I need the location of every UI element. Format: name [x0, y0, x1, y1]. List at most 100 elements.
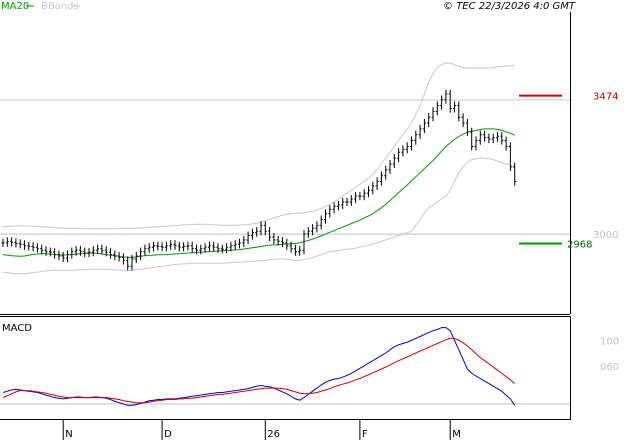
price-bar: [281, 237, 284, 247]
price-bar: [431, 107, 435, 122]
price-bar: [207, 241, 211, 252]
price-bar: [96, 244, 100, 255]
price-bar: [87, 248, 91, 258]
support-label: 2968: [567, 239, 592, 250]
price-bar: [160, 242, 164, 252]
price-bar: [130, 254, 134, 271]
x-tick-label: 26: [267, 429, 280, 440]
price-bar: [496, 132, 499, 142]
price-bar: [448, 89, 452, 113]
price-bar: [53, 248, 57, 259]
x-axis-ticks: N D 26 F M: [62, 420, 461, 440]
price-bar: [152, 241, 155, 252]
price-bar: [345, 197, 349, 207]
price-bar: [177, 241, 181, 252]
price-bar: [418, 124, 422, 139]
macd-line: [2, 327, 516, 406]
price-bar: [513, 162, 517, 186]
price-bar: [212, 241, 216, 252]
price-bar: [169, 240, 173, 250]
price-bar: [427, 113, 431, 128]
copyright-text: © TEC 22/3/2026 4:0 GMT: [443, 1, 576, 12]
price-bar: [276, 235, 280, 246]
price-bar: [66, 250, 69, 263]
x-tick-label: N: [65, 429, 72, 440]
price-bar: [358, 192, 362, 201]
price-bars: [1, 89, 517, 271]
price-bar: [14, 238, 18, 248]
price-bar: [220, 244, 224, 254]
price-bar: [100, 244, 104, 255]
price-bar: [414, 130, 418, 145]
price-bar: [233, 240, 237, 250]
price-panel-frame: [0, 12, 571, 315]
price-bar: [410, 136, 413, 151]
ma20-legend: MA20: [1, 1, 29, 12]
price-bar: [109, 248, 112, 259]
price-bar: [384, 165, 388, 180]
price-bar: [225, 243, 229, 254]
price-bar: [263, 221, 267, 236]
macd-panel-frame: [0, 316, 571, 420]
price-y-tick-label: 3000: [593, 230, 618, 241]
macd-y-tick-label: 060: [600, 362, 619, 373]
macd-panel-title: MACD: [2, 323, 32, 334]
price-bar: [319, 215, 323, 230]
support-resistance-levels: 3474 2968: [519, 92, 618, 250]
price-bar: [74, 246, 78, 256]
price-bar: [349, 194, 353, 207]
macd-lines: [2, 327, 516, 406]
price-bar: [341, 197, 345, 209]
price-bar: [315, 221, 319, 233]
price-bar: [487, 133, 491, 144]
y-tick-labels: 3000 100 060: [593, 230, 619, 373]
price-bar: [23, 240, 26, 250]
price-bar: [250, 228, 254, 240]
price-bar: [35, 243, 39, 253]
price-bar: [147, 243, 151, 253]
price-bar: [302, 230, 306, 255]
x-tick-label: F: [362, 429, 368, 440]
price-bar: [478, 130, 482, 145]
ma20-line: [2, 128, 515, 259]
price-bar: [199, 244, 203, 255]
price-bar: [500, 132, 504, 145]
price-bar: [440, 95, 444, 110]
price-bar: [156, 241, 160, 251]
macd-y-tick-label: 100: [600, 336, 619, 347]
price-bar: [259, 221, 263, 236]
price-bar: [504, 136, 508, 151]
price-bar: [388, 159, 392, 174]
price-bar: [139, 247, 143, 261]
price-bar: [10, 237, 14, 247]
price-bar: [508, 142, 512, 171]
price-bar: [289, 241, 293, 253]
price-bar: [195, 244, 198, 255]
price-bar: [134, 251, 138, 264]
price-bar: [70, 247, 74, 259]
price-bar: [190, 241, 194, 253]
price-bar: [1, 238, 5, 247]
price-bar: [143, 244, 147, 256]
price-bar: [40, 244, 44, 255]
signal-line: [2, 337, 516, 404]
price-bar: [126, 256, 130, 271]
bb-upper-line: [2, 62, 515, 230]
price-bar: [246, 231, 250, 245]
x-tick-label: M: [452, 429, 461, 440]
price-bar: [491, 133, 495, 144]
price-bar: [367, 186, 370, 198]
price-bar: [461, 113, 465, 128]
price-bar: [311, 224, 315, 236]
price-bar: [474, 136, 478, 151]
price-bar: [104, 246, 108, 257]
price-bar: [483, 130, 487, 142]
price-bar: [457, 101, 461, 122]
price-bar: [186, 241, 190, 251]
price-bar: [27, 241, 31, 251]
price-bar: [362, 189, 366, 201]
price-bar: [354, 192, 358, 204]
price-bar: [57, 250, 61, 261]
price-bar: [324, 209, 327, 224]
x-tick-label: D: [164, 429, 172, 440]
